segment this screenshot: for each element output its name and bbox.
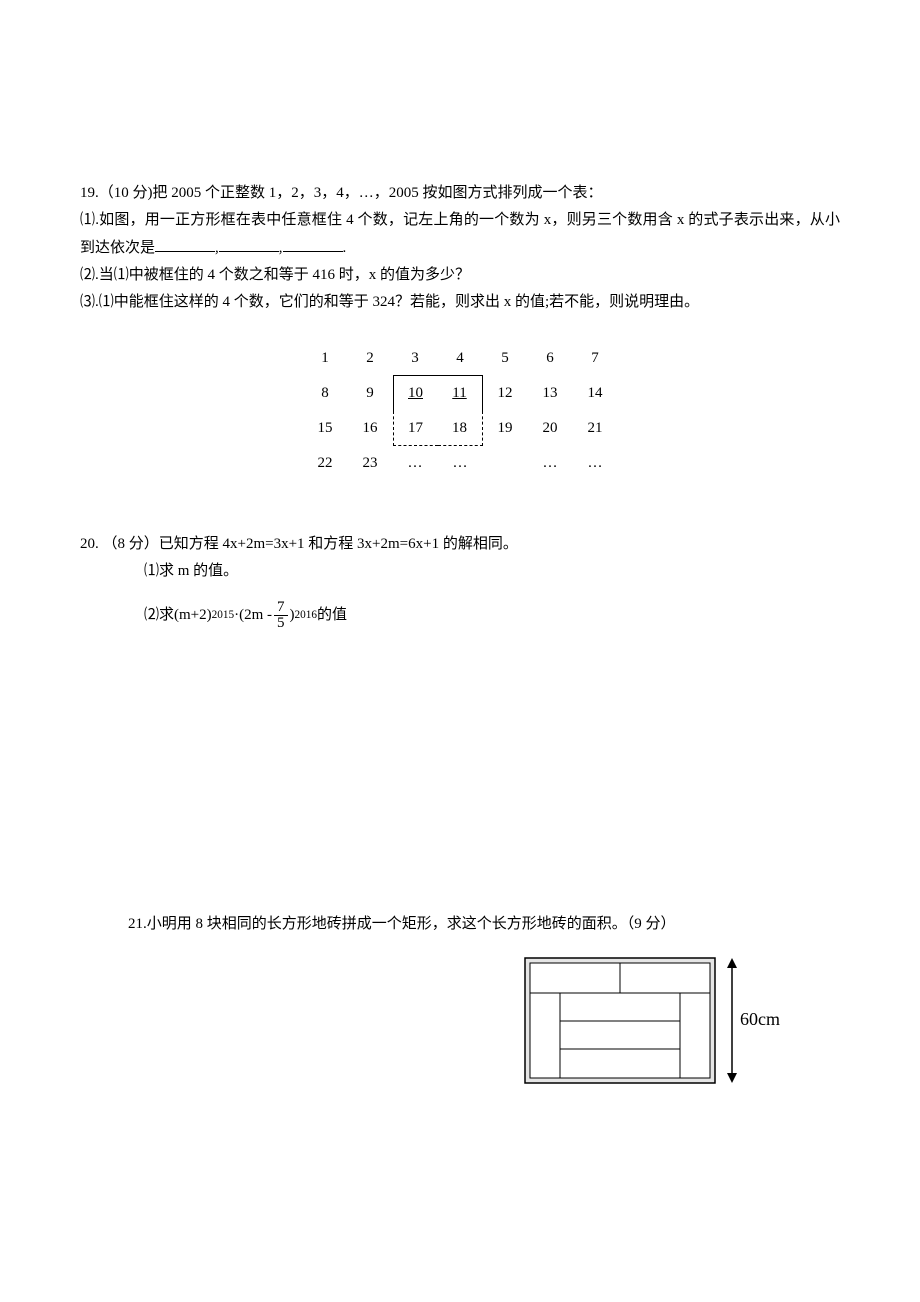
period: . xyxy=(343,240,347,256)
q20-part2: ⑵求(m+2)2015·(2m - 75 )2016 的值 xyxy=(80,600,840,631)
table-row: 15 16 17 18 19 20 21 xyxy=(303,411,618,446)
table-cell xyxy=(483,446,528,481)
number-arrangement-table: 1 2 3 4 5 6 7 8 9 10 11 12 13 14 15 16 1… xyxy=(303,341,618,481)
q20-p2-prefix: ⑵求(m+2) xyxy=(144,602,212,629)
table-cell: … xyxy=(573,446,618,481)
table-cell: 6 xyxy=(528,341,573,376)
table-row: 22 23 … … … … xyxy=(303,446,618,481)
table-cell: 14 xyxy=(573,376,618,411)
arrow-down-icon xyxy=(727,1073,737,1083)
q21-text: 21.小明用 8 块相同的长方形地砖拼成一个矩形，求这个长方形地砖的面积。（9 … xyxy=(80,911,840,938)
table-row: 1 2 3 4 5 6 7 xyxy=(303,341,618,376)
question-20: 20. （8 分）已知方程 4x+2m=3x+1 和方程 3x+2m=6x+1 … xyxy=(80,531,840,631)
table-cell: 23 xyxy=(348,446,393,481)
tile-diagram-container: 60cm xyxy=(80,953,840,1088)
measurement-arrow: 60cm xyxy=(720,953,780,1088)
table-cell: 22 xyxy=(303,446,348,481)
table-cell-boxed: 11 xyxy=(438,376,483,411)
q20-part1: ⑴求 m 的值。 xyxy=(80,558,840,585)
table-cell: 12 xyxy=(483,376,528,411)
table-cell: 1 xyxy=(303,341,348,376)
table-cell: 21 xyxy=(573,411,618,446)
table-cell-boxed: 18 xyxy=(438,411,483,446)
tile-diagram xyxy=(520,953,720,1088)
fraction-denominator: 5 xyxy=(274,616,288,631)
question-19: 19.（10 分)把 2005 个正整数 1，2，3，4，…，2005 按如图方… xyxy=(80,180,840,481)
blank-1[interactable] xyxy=(155,234,215,252)
table-cell: … xyxy=(438,446,483,481)
q19-part3: ⑶.⑴中能框住这样的 4 个数，它们的和等于 324？若能，则求出 x 的值;若… xyxy=(80,289,840,316)
table-cell: 3 xyxy=(393,341,438,376)
table-cell-boxed: 17 xyxy=(393,411,438,446)
table-cell: 5 xyxy=(483,341,528,376)
table-cell: 19 xyxy=(483,411,528,446)
table-cell: 8 xyxy=(303,376,348,411)
q20-p2-end: 的值 xyxy=(317,602,347,629)
blank-3[interactable] xyxy=(283,234,343,252)
fraction-7-5: 75 xyxy=(274,600,288,631)
measurement-label: 60cm xyxy=(740,1009,780,1029)
table-cell: 13 xyxy=(528,376,573,411)
table-cell: 7 xyxy=(573,341,618,376)
blank-2[interactable] xyxy=(219,234,279,252)
exponent-1: 2015 xyxy=(212,605,235,625)
q19-part2: ⑵.当⑴中被框住的 4 个数之和等于 416 时，x 的值为多少？ xyxy=(80,262,840,289)
q20-header: 20. （8 分）已知方程 4x+2m=3x+1 和方程 3x+2m=6x+1 … xyxy=(80,531,840,558)
table-cell: 20 xyxy=(528,411,573,446)
table-cell: 15 xyxy=(303,411,348,446)
table-row: 8 9 10 11 12 13 14 xyxy=(303,376,618,411)
arrow-up-icon xyxy=(727,958,737,968)
table-cell: … xyxy=(393,446,438,481)
question-21: 21.小明用 8 块相同的长方形地砖拼成一个矩形，求这个长方形地砖的面积。（9 … xyxy=(80,911,840,1088)
q19-part1: ⑴.如图，用一正方形框在表中任意框住 4 个数，记左上角的一个数为 x，则另三个… xyxy=(80,207,840,262)
table-cell-boxed: 10 xyxy=(393,376,438,411)
table-cell: 16 xyxy=(348,411,393,446)
q19-header: 19.（10 分)把 2005 个正整数 1，2，3，4，…，2005 按如图方… xyxy=(80,180,840,207)
table-cell: 4 xyxy=(438,341,483,376)
table-cell: 2 xyxy=(348,341,393,376)
table-cell: … xyxy=(528,446,573,481)
table-cell: 9 xyxy=(348,376,393,411)
q20-formula: ⑵求(m+2)2015·(2m - 75 )2016 的值 xyxy=(144,600,347,631)
q20-dot: ·(2m - xyxy=(234,602,272,629)
exponent-2: 2016 xyxy=(295,605,318,625)
fraction-numerator: 7 xyxy=(274,600,288,616)
